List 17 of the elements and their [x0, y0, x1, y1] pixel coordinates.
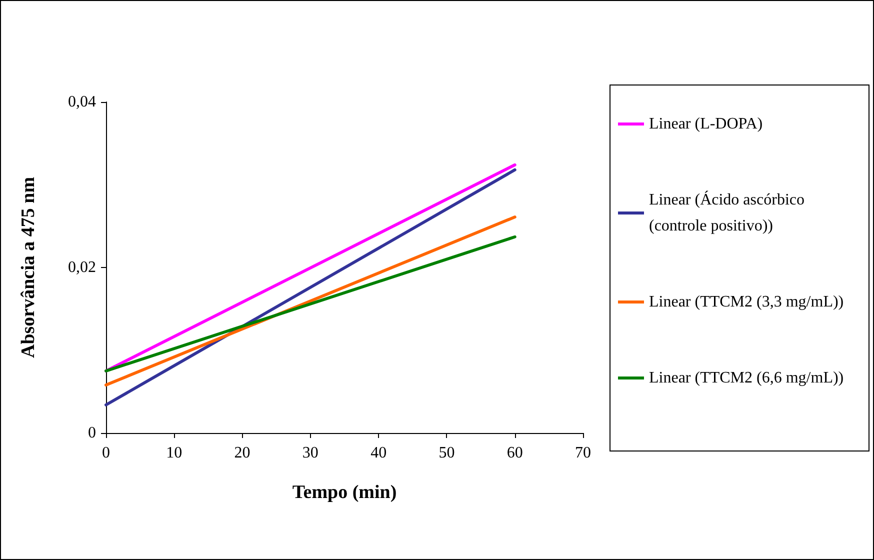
x-tick-label: 70 — [575, 444, 591, 462]
legend-label: Linear (Ácido ascórbico (controle positivo)) — [649, 190, 808, 234]
y-tick-label: 0 — [88, 424, 96, 442]
legend-label: Linear (TTCM2 (3,3 mg/mL)) — [649, 294, 844, 310]
y-tick-label: 0,04 — [68, 94, 96, 110]
y-tick-label: 0,02 — [68, 259, 96, 276]
x-tick-label: 60 — [506, 444, 523, 462]
x-tick-label: 20 — [234, 444, 250, 462]
x-tick-label: 0 — [102, 444, 110, 462]
y-axis-title: Absorvância a 475 nm — [18, 176, 39, 358]
legend-label: Linear (L-DOPA) — [649, 116, 763, 132]
x-axis-title: Tempo (min) — [292, 482, 397, 503]
x-tick-label: 30 — [302, 444, 318, 462]
x-tick-label: 40 — [370, 444, 387, 462]
legend-label: Linear (TTCM2 (6,6 mg/mL)) — [649, 370, 844, 386]
x-tick-label: 10 — [166, 444, 182, 462]
x-tick-label: 50 — [438, 444, 455, 462]
